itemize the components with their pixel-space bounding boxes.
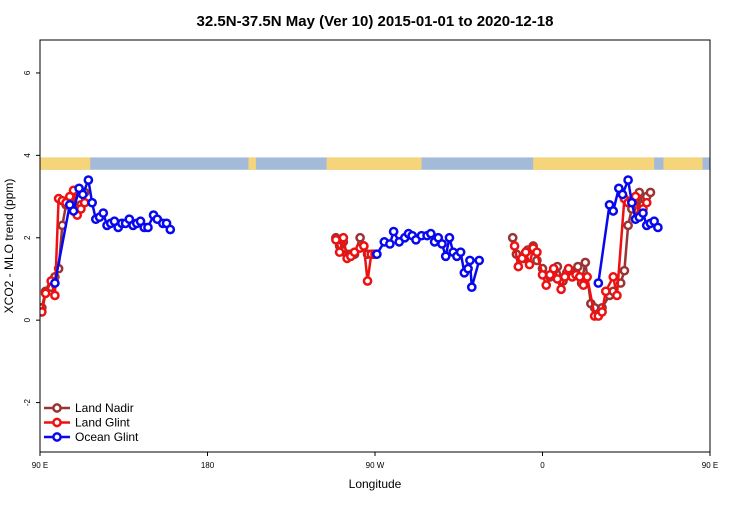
data-point	[444, 232, 455, 243]
data-point	[563, 263, 574, 274]
data-point	[541, 280, 552, 290]
data-point	[617, 189, 628, 200]
data-point	[165, 224, 176, 235]
data-point	[334, 247, 345, 258]
data-point	[559, 272, 570, 282]
data-point	[79, 197, 90, 208]
data-point	[582, 272, 593, 282]
data-point	[623, 175, 633, 185]
data-point	[600, 286, 611, 297]
data-point	[388, 226, 399, 237]
data-point	[626, 197, 637, 208]
land-segment	[730, 157, 739, 169]
y-tick-label: 6	[23, 70, 32, 75]
land-segment	[326, 157, 422, 170]
data-point	[440, 251, 451, 262]
data-point	[507, 232, 518, 243]
data-point	[509, 241, 520, 251]
data-point	[83, 175, 94, 185]
data-point	[466, 282, 477, 293]
series-line	[334, 237, 375, 282]
legend-label: Land Nadir	[75, 401, 134, 415]
x-tick-label: 180	[201, 461, 215, 470]
legend-marker	[52, 417, 62, 428]
data-point	[524, 259, 535, 270]
legend-marker	[52, 403, 62, 413]
data-point	[87, 197, 97, 208]
y-axis: -2 0 2 4 6	[23, 70, 40, 406]
data-point	[455, 247, 466, 258]
data-point	[645, 187, 656, 198]
x-axis: 90 E 180 90 W 0 90 E	[32, 452, 718, 470]
data-point	[537, 269, 548, 280]
data-point	[573, 261, 583, 272]
land-segment	[40, 157, 91, 170]
data-point	[50, 278, 60, 288]
land-segment	[533, 157, 655, 170]
data-point	[520, 247, 531, 258]
data-point	[532, 247, 542, 258]
data-point	[641, 197, 652, 208]
data-point	[612, 290, 622, 301]
data-point	[619, 265, 630, 276]
data-point	[513, 261, 524, 272]
y-tick-label: -2	[23, 398, 32, 406]
x-tick-label: 0	[540, 461, 545, 470]
data-point	[143, 222, 153, 233]
data-point	[623, 220, 633, 231]
series-ocean-glint	[50, 175, 663, 293]
data-point	[437, 239, 447, 249]
data-point	[50, 290, 60, 301]
land-ocean-strip	[40, 157, 739, 170]
data-point	[385, 239, 395, 249]
x-tick-label: 90 W	[366, 461, 385, 470]
x-axis-label: Longitude	[349, 477, 402, 491]
data-point	[608, 272, 619, 282]
land-segment	[248, 157, 256, 170]
data-point	[362, 276, 373, 286]
data-point	[578, 280, 589, 290]
data-point	[638, 208, 648, 218]
legend-label: Ocean Glint	[75, 430, 139, 444]
series-land-glint	[40, 185, 652, 321]
y-axis-label: XCO2 - MLO trend (ppm)	[2, 179, 16, 314]
plot-frame	[39, 39, 711, 453]
data-point	[556, 284, 566, 295]
data-point	[425, 228, 436, 239]
legend-marker	[52, 432, 62, 442]
data-point	[463, 263, 473, 274]
data-point	[358, 241, 369, 251]
data-point	[331, 234, 341, 245]
data-point	[40, 288, 51, 299]
data-point	[372, 249, 382, 260]
land-segment	[663, 157, 703, 170]
y-tick-label: 2	[23, 235, 32, 240]
data-point	[355, 232, 365, 243]
data-point	[593, 278, 604, 288]
data-point	[338, 232, 349, 243]
data-point	[552, 274, 563, 284]
data-point	[608, 206, 619, 216]
data-point	[597, 307, 607, 317]
series-layer	[40, 175, 663, 321]
x-tick-label: 90 E	[32, 461, 48, 470]
data-point	[580, 257, 591, 268]
legend-label: Land Glint	[75, 416, 130, 430]
y-tick-label: 0	[23, 317, 32, 322]
chart-title: 32.5N-37.5N May (Ver 10) 2015-01-01 to 2…	[197, 13, 554, 30]
data-point	[68, 206, 79, 216]
data-point	[40, 307, 47, 317]
data-point	[653, 222, 663, 233]
data-point	[98, 208, 109, 218]
data-point	[77, 189, 88, 200]
x-tick-label: 90 E	[702, 461, 718, 470]
data-point	[574, 272, 585, 282]
data-point	[548, 263, 559, 274]
data-point	[474, 255, 485, 266]
y-tick-label: 4	[23, 153, 32, 158]
data-point	[465, 255, 475, 266]
